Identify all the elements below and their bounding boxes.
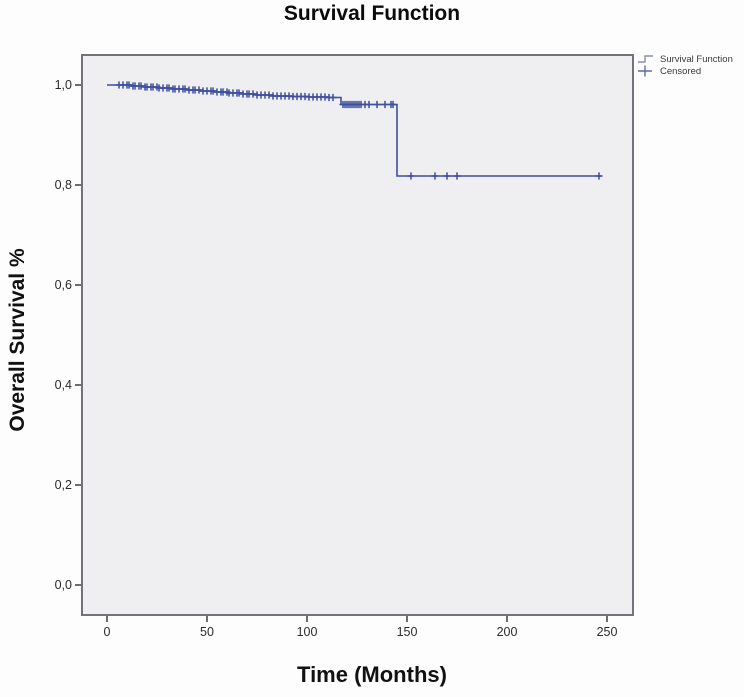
censored-mark: [453, 172, 461, 180]
x-axis-label: Time (Months): [297, 662, 447, 687]
x-axis-tick-label: 250: [597, 625, 618, 639]
plot-panel: [81, 54, 634, 616]
censored-mark: [235, 89, 243, 97]
legend-label-survival-function: Survival Function: [660, 53, 733, 65]
y-axis-tick-label: 0,2: [55, 478, 72, 492]
chart-title: Survival Function: [283, 2, 461, 25]
censored-mark: [209, 87, 217, 95]
x-axis-tick-label: 50: [200, 625, 214, 639]
censored-mark: [373, 100, 381, 109]
y-axis-tick-label: 0,8: [55, 178, 72, 192]
y-axis-tick-label: 1,0: [55, 78, 72, 92]
y-axis-tick-label: 0,6: [55, 278, 72, 292]
plus-icon: [638, 65, 652, 77]
censored-mark: [181, 85, 189, 93]
legend-label-censored: Censored: [660, 65, 702, 77]
step-line-icon: [638, 55, 653, 63]
censored-mark: [137, 82, 145, 90]
censored-mark: [407, 172, 415, 180]
censored-mark: [195, 86, 203, 94]
censored-mark: [595, 172, 603, 180]
y-axis-tick-label: 0,4: [55, 378, 72, 392]
censored-mark: [431, 172, 439, 180]
censored-mark: [443, 172, 451, 180]
y-axis-tick-label: 0,0: [55, 578, 72, 592]
censored-mark: [125, 81, 133, 89]
censored-mark: [365, 100, 373, 109]
censored-mark: [165, 84, 173, 92]
x-axis-tick-label: 200: [497, 625, 518, 639]
x-axis-tick-label: 0: [104, 625, 111, 639]
legend-item-survival-function: Survival Function: [637, 53, 733, 65]
legend: Survival Function Censored: [637, 53, 733, 77]
censored-mark: [249, 90, 257, 98]
censored-mark: [329, 93, 337, 102]
legend-item-censored: Censored: [637, 65, 733, 77]
x-axis-tick-label: 100: [297, 625, 318, 639]
x-axis-tick-label: 150: [397, 625, 418, 639]
censored-mark: [389, 100, 397, 109]
censored-mark: [265, 91, 273, 99]
